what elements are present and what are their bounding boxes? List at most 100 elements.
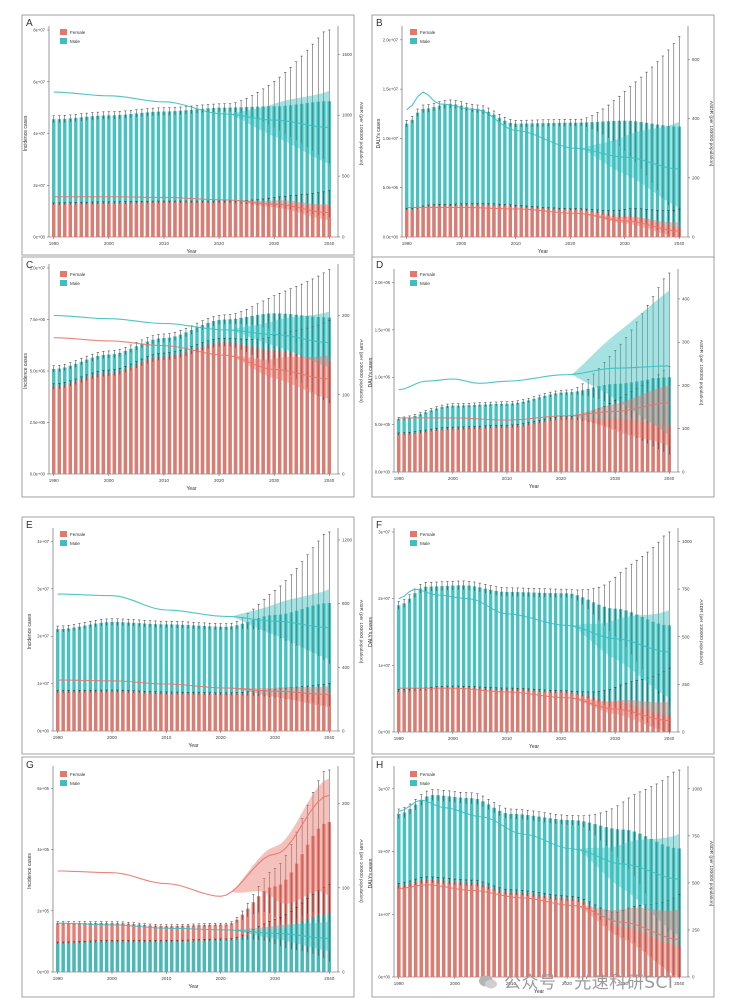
y-tick-label: 0.0e+00 <box>383 235 399 240</box>
bar <box>200 108 205 238</box>
bar <box>142 941 147 972</box>
bar <box>250 106 254 237</box>
rate-female <box>57 778 330 905</box>
bar <box>632 928 637 977</box>
bar <box>213 626 217 731</box>
y2-tick-label: 500 <box>682 634 690 639</box>
bar <box>407 598 412 732</box>
bar <box>553 418 558 472</box>
y2-tick-label: 0 <box>342 235 345 240</box>
bar <box>413 593 417 732</box>
y-tick-label: 3e+07 <box>378 786 390 791</box>
bar <box>74 203 78 237</box>
bar <box>397 690 401 732</box>
bar <box>402 433 406 472</box>
x-tick-label: 2020 <box>562 981 573 986</box>
bar <box>486 886 491 977</box>
bar <box>443 205 447 237</box>
bar <box>72 942 76 972</box>
y2-axis-title: ASDR (per 100000 population) <box>698 599 704 665</box>
bar <box>235 938 239 972</box>
bar <box>256 931 261 972</box>
y2-axis-title: ASIR (per 100000 population) <box>358 839 364 903</box>
legend-label-female: Female <box>70 532 86 537</box>
y-tick-label: 5.0e+05 <box>375 422 391 427</box>
bar <box>316 205 320 237</box>
bar <box>74 381 78 474</box>
y-tick-label: 1.5e+06 <box>375 327 391 332</box>
bar <box>432 107 436 237</box>
x-tick-label: 1990 <box>53 976 64 981</box>
rate-line <box>398 687 670 722</box>
bar <box>602 418 607 472</box>
bar <box>66 942 71 972</box>
bar <box>591 602 596 732</box>
y-axis-title: DALYs cases <box>376 118 382 148</box>
bar <box>88 691 92 731</box>
bar <box>526 690 531 732</box>
bar <box>402 690 406 732</box>
bar <box>437 205 442 237</box>
bar <box>635 614 639 732</box>
bar <box>475 204 480 237</box>
chart-panel-e: E 0e+00 1e+07 2e+07 3e+07 4e+07 0 400 800 1200 199… <box>21 516 364 755</box>
bar <box>559 593 563 732</box>
bar <box>79 379 84 474</box>
x-tick-label: 2020 <box>216 976 227 981</box>
bar <box>559 898 564 977</box>
bar <box>564 593 569 732</box>
bar <box>618 609 623 732</box>
bar <box>148 692 152 731</box>
bar <box>83 691 87 731</box>
bar <box>61 942 65 972</box>
bar <box>218 694 223 731</box>
x-tick-label: 2010 <box>502 736 513 741</box>
panel-label: G <box>26 760 34 771</box>
bar <box>644 122 649 237</box>
bar <box>453 881 457 977</box>
y2-tick-label: 1000 <box>342 113 353 118</box>
bar <box>413 432 417 472</box>
bar <box>514 206 518 237</box>
bar <box>615 925 620 977</box>
legend-label-male: Male <box>70 281 80 286</box>
bar <box>419 880 423 977</box>
bar <box>470 204 474 237</box>
bar <box>568 209 572 237</box>
bar <box>434 429 439 472</box>
bar <box>156 111 161 237</box>
bar <box>615 829 620 977</box>
bar <box>148 941 152 972</box>
bar <box>430 879 435 977</box>
bar <box>606 121 611 237</box>
bar <box>441 880 446 977</box>
bar <box>530 207 534 237</box>
bar <box>464 882 468 977</box>
legend-swatch-male <box>60 780 67 786</box>
bar <box>467 428 471 472</box>
bar <box>159 693 163 731</box>
bar <box>246 693 250 731</box>
rate-line <box>57 593 330 629</box>
bar <box>206 202 210 237</box>
bar <box>229 694 234 731</box>
bar <box>294 203 298 237</box>
bar <box>142 623 147 731</box>
chart-panel-h: H 0e+00 1e+07 2e+07 3e+07 0 250 500 750 1000 1990 2… <box>368 756 715 998</box>
rate-line <box>398 884 680 940</box>
bar <box>520 892 524 977</box>
bar <box>650 221 654 237</box>
bar <box>526 592 531 732</box>
bar <box>251 693 255 731</box>
bar <box>61 691 65 731</box>
bar <box>613 608 617 732</box>
y-tick-label: 2e+07 <box>33 183 45 188</box>
bar <box>516 689 520 732</box>
bar <box>68 118 72 237</box>
bar <box>434 688 439 732</box>
bar <box>96 202 100 237</box>
bar <box>311 102 315 237</box>
bar <box>492 204 496 237</box>
bar <box>132 691 136 731</box>
bar <box>88 624 92 731</box>
